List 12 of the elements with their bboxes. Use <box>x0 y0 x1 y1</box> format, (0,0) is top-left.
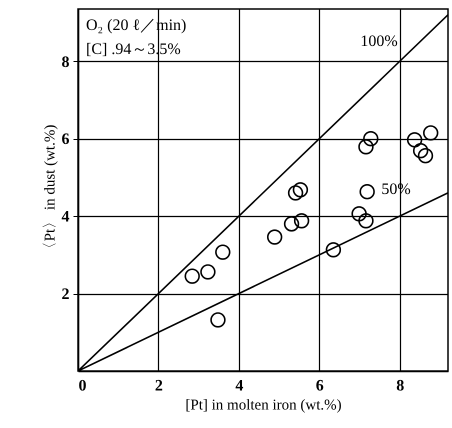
y-axis-title: 〈Pt〉 in dust (wt.%) <box>42 124 58 256</box>
x-tick-label: 6 <box>316 378 324 394</box>
x-tick-label: 4 <box>235 378 244 394</box>
x-tick-label: 2 <box>154 378 163 394</box>
y-tick-label: 6 <box>62 131 70 148</box>
x-axis-title: [Pt] in molten iron (wt.%) <box>185 398 342 414</box>
series-label: 100% <box>360 32 398 50</box>
x-tick-label: 8 <box>396 378 404 394</box>
y-tick-label: 4 <box>62 208 70 226</box>
y-tick-label: 2 <box>62 286 70 304</box>
x-tick-label: 0 <box>78 378 86 394</box>
y-tick-label: 8 <box>62 54 70 71</box>
